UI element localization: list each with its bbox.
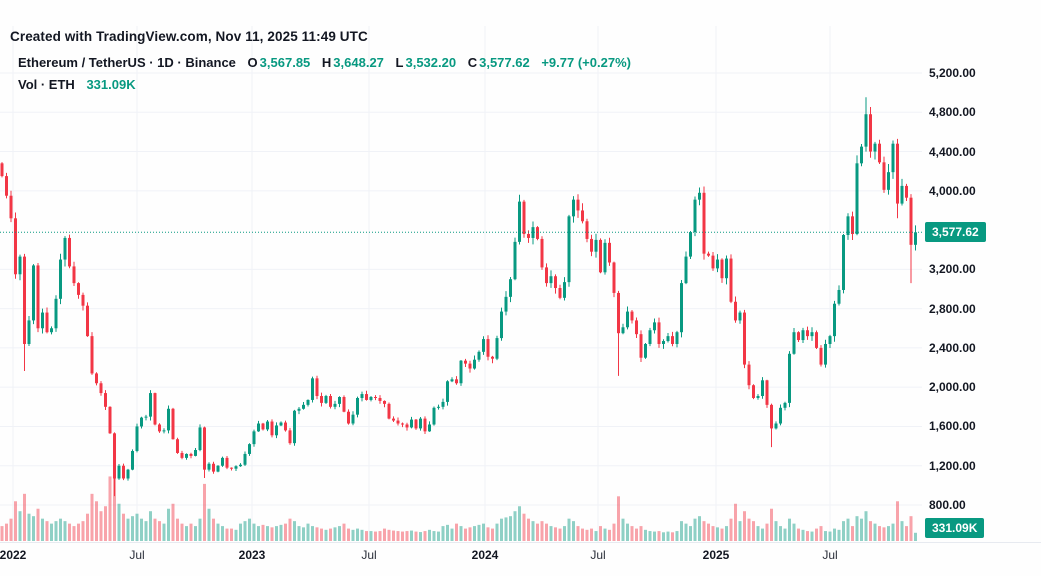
high-value: 3,648.27 — [333, 55, 384, 70]
time-axis-label: Jul — [822, 548, 838, 562]
price-tick-label: 3,200.00 — [929, 262, 976, 277]
price-tick-label: 2,000.00 — [929, 380, 976, 395]
time-axis-label: 2023 — [238, 548, 266, 562]
price-tick-label: 2,400.00 — [929, 340, 976, 355]
price-tick-label: 1,200.00 — [929, 458, 976, 473]
volume-value: 331.09K — [86, 77, 136, 92]
time-axis-label: 2025 — [702, 548, 730, 562]
change-value: +9.77 (+0.27%) — [541, 55, 631, 70]
symbol-title[interactable]: Ethereum / TetherUS · 1D · Binance — [18, 55, 236, 70]
price-tick-label: 1,600.00 — [929, 419, 976, 434]
price-tick-label: 5,200.00 — [929, 66, 976, 80]
volume-label: Vol · ETH — [18, 77, 75, 92]
price-tick-label: 4,800.00 — [929, 105, 976, 120]
price-tick-label: 4,400.00 — [929, 144, 976, 159]
time-axis-label: Jul — [361, 548, 377, 562]
legend-symbol-row: Ethereum / TetherUS · 1D · Binance O 3,56… — [18, 55, 633, 70]
last-price-badge: 3,577.62 — [925, 222, 986, 243]
high-label: H — [321, 55, 332, 70]
tradingview-credit: Created with TradingView.com, Nov 11, 20… — [10, 29, 368, 44]
time-axis-separator — [0, 542, 1041, 543]
price-tick-label: 4,000.00 — [929, 183, 976, 198]
time-axis[interactable]: 2022 Jul 2023 Jul 2024 Jul 2025 Jul — [0, 543, 1041, 576]
price-axis[interactable]: 3,577.62 331.09K 5,200.00 4,800.00 4,400.0… — [922, 0, 1041, 543]
low-label: L — [395, 55, 404, 70]
volume-badge: 331.09K — [925, 518, 985, 538]
close-label: C — [467, 55, 478, 70]
price-tick-label: 2,800.00 — [929, 301, 976, 316]
open-value: 3,567.85 — [259, 55, 311, 70]
time-axis-label: 2022 — [0, 548, 27, 562]
time-axis-label: Jul — [129, 548, 145, 562]
legend-volume-row: Vol · ETH 331.09K — [18, 77, 633, 92]
chart-legend: Ethereum / TetherUS · 1D · Binance O 3,56… — [18, 55, 633, 92]
time-axis-label: 2024 — [471, 548, 499, 562]
low-value: 3,532.20 — [405, 55, 457, 70]
time-axis-label: Jul — [590, 548, 606, 562]
close-value: 3,577.62 — [479, 55, 530, 70]
price-tick-label: 800.00 — [929, 498, 966, 512]
open-label: O — [247, 55, 258, 70]
